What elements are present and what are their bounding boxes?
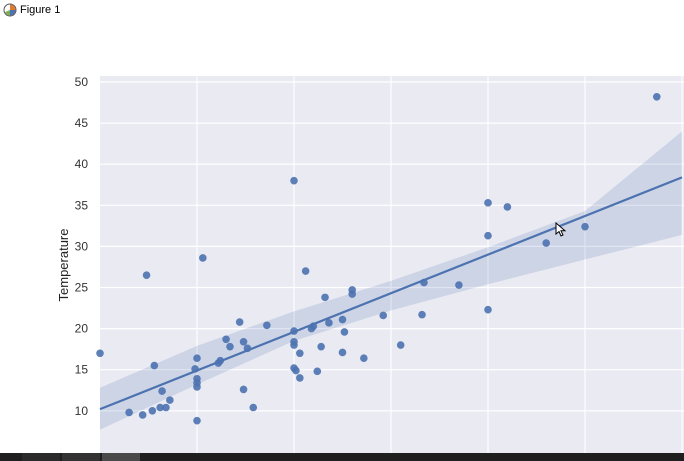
y-tick-label: 10 xyxy=(75,404,89,418)
scatter-point xyxy=(581,222,589,231)
scatter-point xyxy=(193,416,201,425)
taskbar-item[interactable] xyxy=(22,453,60,461)
scatter-point xyxy=(290,176,298,185)
taskbar-item-active[interactable] xyxy=(102,453,140,461)
scatter-point xyxy=(338,315,347,324)
scatter-point xyxy=(325,319,333,327)
scatter-point xyxy=(360,354,368,362)
matplotlib-figure-icon xyxy=(3,3,17,17)
scatter-point xyxy=(193,354,201,362)
scatter-point xyxy=(158,387,166,395)
scatter-point xyxy=(138,411,147,419)
scatter-point xyxy=(148,407,157,415)
y-tick-label: 25 xyxy=(75,281,89,295)
scatter-point xyxy=(239,337,248,346)
scatter-point xyxy=(484,231,492,240)
plot-area xyxy=(100,76,684,453)
scatter-point xyxy=(290,341,298,349)
scatter-point xyxy=(156,403,164,412)
scatter-point xyxy=(96,349,104,358)
y-tick-label: 50 xyxy=(75,75,89,89)
scatter-point xyxy=(150,361,159,370)
scatter-point xyxy=(396,341,405,349)
scatter-point xyxy=(249,403,258,412)
mouse-cursor-icon xyxy=(555,222,567,237)
scatter-point xyxy=(235,318,244,326)
taskbar-item[interactable] xyxy=(62,453,100,461)
scatter-point xyxy=(321,293,329,302)
scatter-point xyxy=(348,286,357,294)
scatter-point xyxy=(379,311,388,320)
y-tick-label: 40 xyxy=(75,157,89,171)
y-tick-label: 30 xyxy=(75,239,89,253)
scatter-point xyxy=(222,335,230,344)
taskbar xyxy=(0,453,684,461)
scatter-point xyxy=(292,366,300,375)
regression-line-group xyxy=(99,176,683,411)
y-tick-label: 15 xyxy=(75,363,89,377)
window-titlebar: Figure 1 xyxy=(0,0,684,20)
scatter-point xyxy=(418,310,426,319)
scatter-point xyxy=(193,374,201,383)
scatter-point xyxy=(296,374,304,382)
scatter-point xyxy=(484,305,492,314)
scatter-point xyxy=(226,342,234,351)
scatter-point xyxy=(484,199,492,207)
y-axis-ticks: 10 15 20 25 30 35 40 45 50 xyxy=(75,75,89,418)
scatter-point xyxy=(503,203,512,211)
scatter-point xyxy=(313,367,322,376)
scatter-point xyxy=(162,403,170,412)
confidence-band xyxy=(100,131,682,430)
scatter-point xyxy=(125,408,133,417)
scatter-point xyxy=(239,385,248,394)
confidence-band-group xyxy=(100,131,682,430)
scatter-point xyxy=(340,328,349,336)
regression-line xyxy=(99,176,683,411)
scatter-point xyxy=(301,267,310,275)
scatter-point xyxy=(142,271,151,279)
scatter-point xyxy=(317,342,325,351)
scatter-point xyxy=(338,348,347,357)
window-title: Figure 1 xyxy=(20,4,61,16)
data-points xyxy=(96,92,661,425)
scatter-point xyxy=(263,321,271,330)
scatter-point xyxy=(193,383,201,391)
y-tick-label: 45 xyxy=(75,116,89,130)
y-tick-label: 20 xyxy=(75,322,89,336)
scatter-point xyxy=(652,92,661,101)
scatter-point xyxy=(166,396,174,404)
scatter-point xyxy=(296,349,304,358)
scatter-point xyxy=(542,239,550,247)
y-axis-label: Temperature xyxy=(56,229,71,302)
y-tick-label: 35 xyxy=(75,198,89,212)
scatter-point xyxy=(455,281,463,289)
scatter-point xyxy=(199,254,207,262)
